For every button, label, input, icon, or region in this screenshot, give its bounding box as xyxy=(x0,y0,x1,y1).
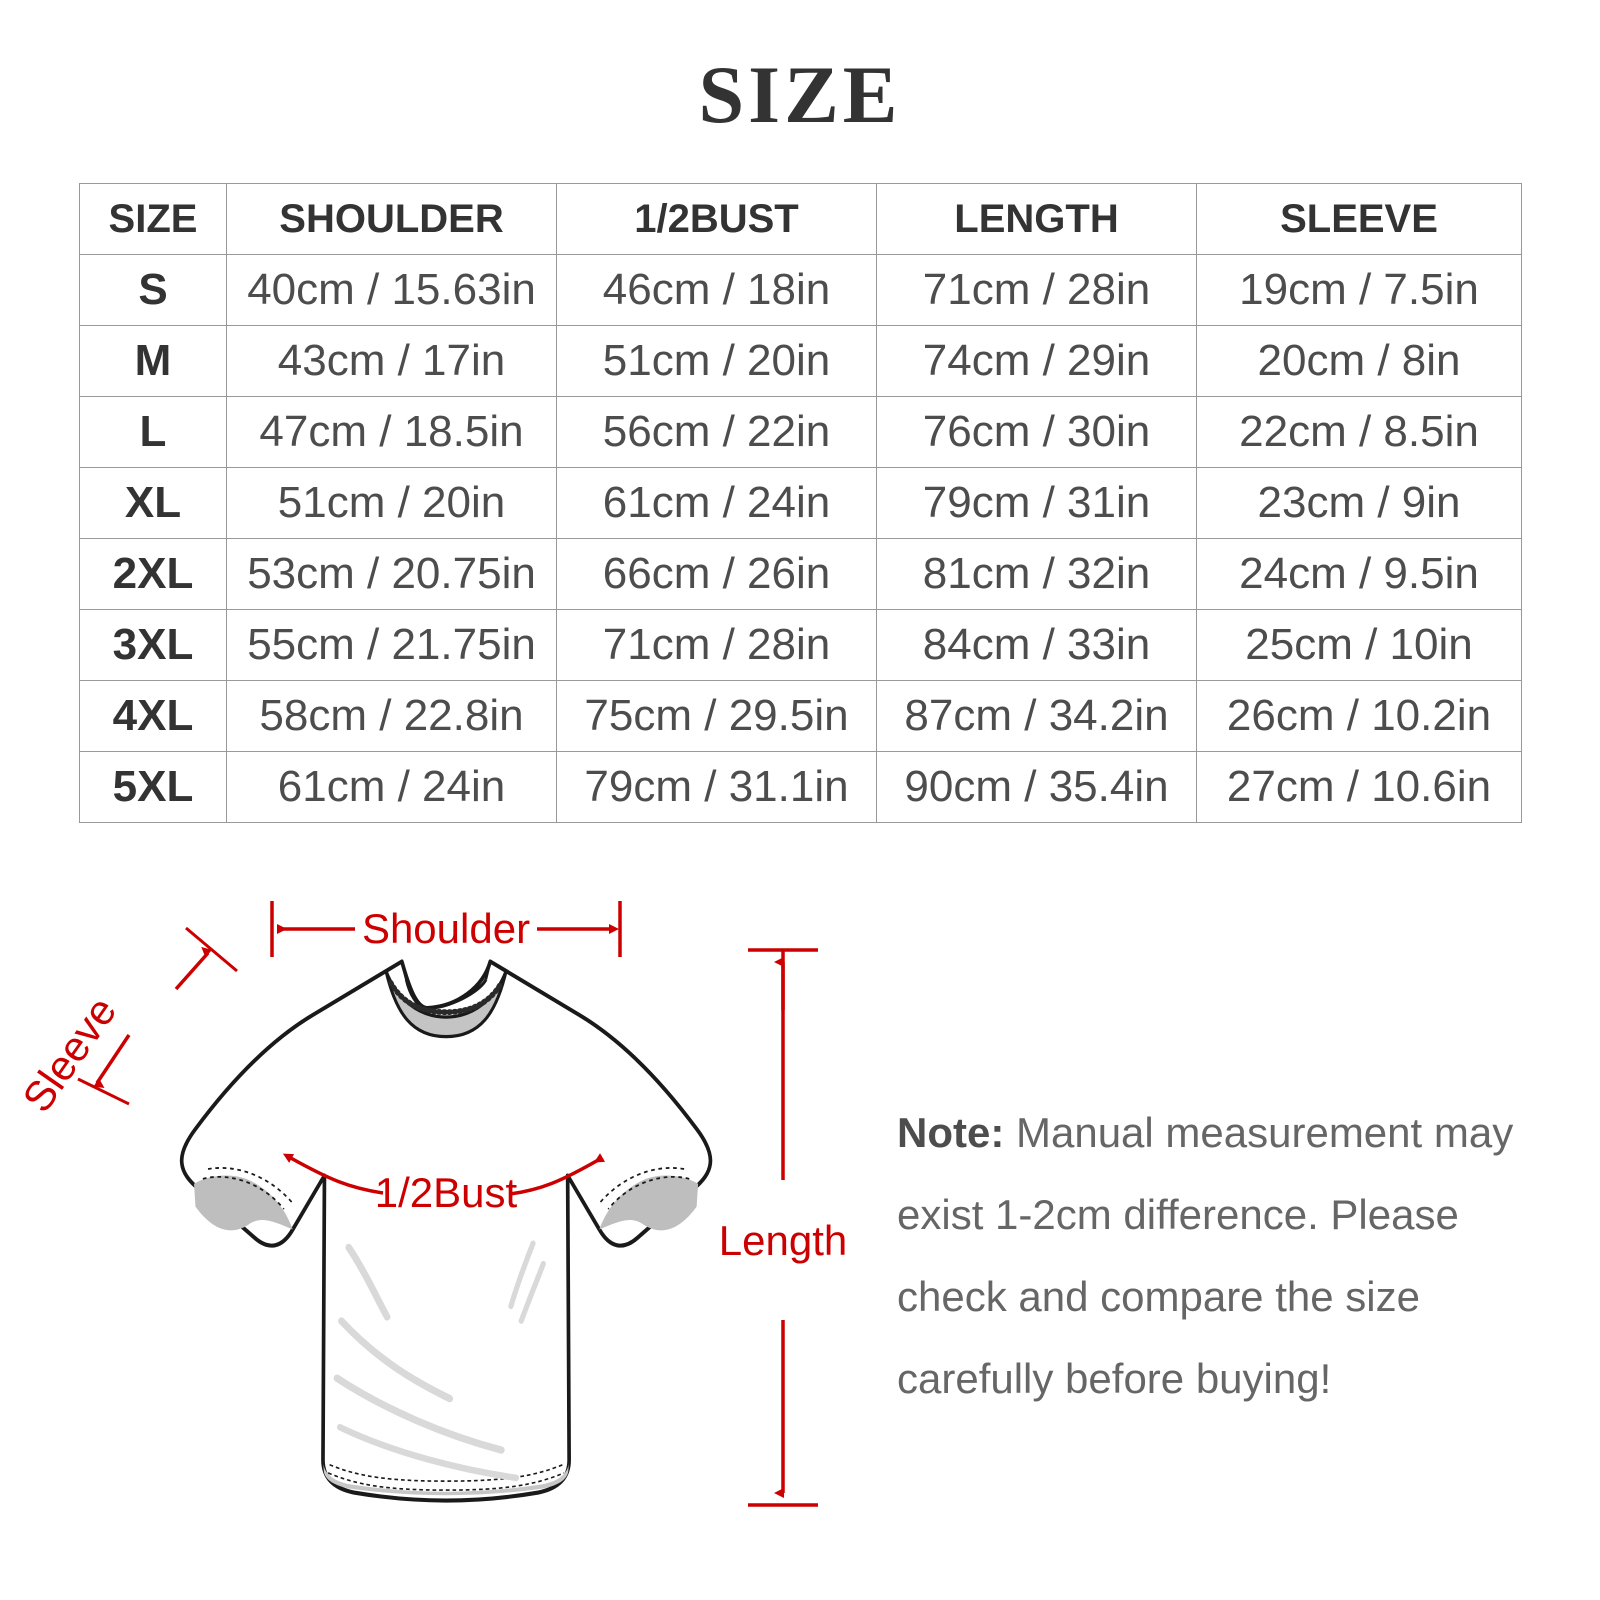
svg-text:1/2Bust: 1/2Bust xyxy=(375,1169,518,1216)
svg-text:Shoulder: Shoulder xyxy=(362,905,530,952)
svg-text:Length: Length xyxy=(719,1217,847,1264)
svg-text:Sleeve: Sleeve xyxy=(13,988,125,1120)
